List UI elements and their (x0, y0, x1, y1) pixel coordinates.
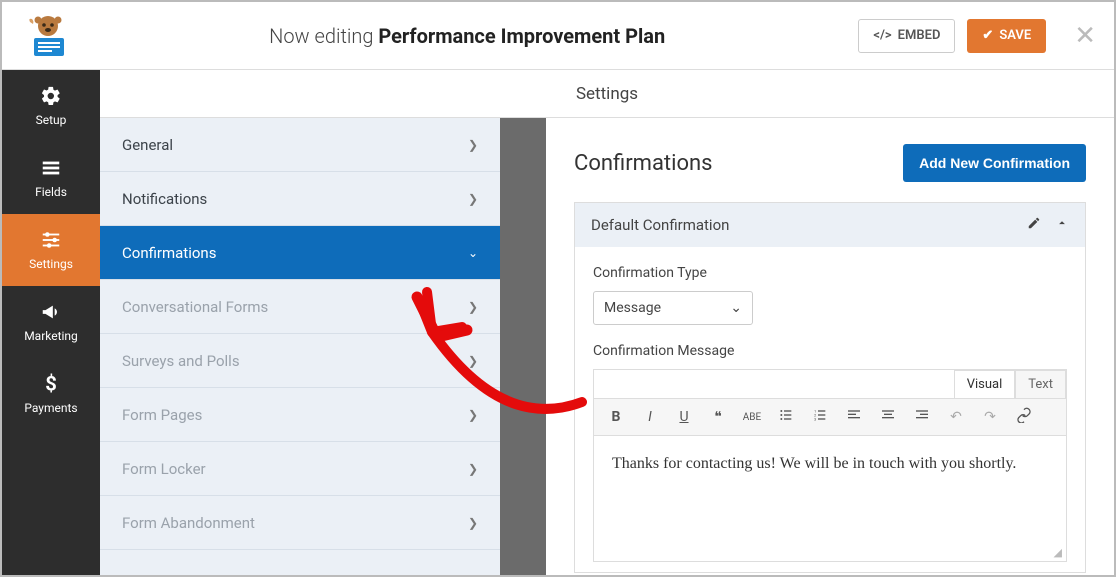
confirmation-name: Default Confirmation (591, 216, 729, 234)
list-icon (40, 157, 62, 179)
underline-icon[interactable]: U (674, 409, 694, 425)
close-button[interactable]: ✕ (1074, 21, 1096, 51)
nav-label: Marketing (24, 329, 78, 343)
gear-icon (40, 85, 62, 107)
settings-item-formlocker[interactable]: Form Locker ❯ (100, 442, 500, 496)
chevron-down-icon: ⌄ (730, 300, 742, 316)
editor-tab-text[interactable]: Text (1015, 370, 1066, 398)
settings-item-label: Form Locker (122, 460, 206, 478)
editing-title: Now editing Performance Improvement Plan (88, 24, 846, 48)
settings-item-formpages[interactable]: Form Pages ❯ (100, 388, 500, 442)
sliders-icon (40, 229, 62, 251)
megaphone-icon (40, 301, 62, 323)
undo-icon[interactable]: ↶ (946, 409, 966, 425)
italic-icon[interactable]: I (640, 409, 660, 425)
chevron-down-icon: ⌄ (468, 246, 478, 260)
settings-list: General ❯ Notifications ❯ Confirmations ⌄ C… (100, 118, 500, 575)
rich-text-editor: Visual Text B I U ❝ ABE (593, 369, 1067, 562)
save-label: SAVE (999, 28, 1031, 43)
nav-fields[interactable]: Fields (2, 142, 100, 214)
nav-label: Payments (24, 401, 77, 415)
confirmation-type-label: Confirmation Type (593, 265, 1067, 281)
settings-item-label: General (122, 136, 173, 154)
confirmation-item-header[interactable]: Default Confirmation (575, 203, 1085, 247)
settings-item-surveys[interactable]: Surveys and Polls ❯ (100, 334, 500, 388)
nav-label: Fields (35, 185, 67, 199)
close-icon: ✕ (1074, 21, 1096, 51)
align-right-icon[interactable] (912, 407, 932, 427)
resize-handle[interactable]: ◢ (594, 546, 1066, 561)
chevron-right-icon: ❯ (468, 462, 478, 476)
link-icon[interactable] (1014, 407, 1034, 427)
settings-item-label: Confirmations (122, 244, 216, 262)
pencil-icon[interactable] (1027, 216, 1041, 234)
nav-setup[interactable]: Setup (2, 70, 100, 142)
nav-settings[interactable]: Settings (2, 214, 100, 286)
redo-icon[interactable]: ↷ (980, 409, 1000, 425)
confirmations-panel: Confirmations Add New Confirmation Defau… (546, 118, 1114, 575)
embed-label: EMBED (898, 28, 941, 43)
chevron-right-icon: ❯ (468, 516, 478, 530)
align-center-icon[interactable] (878, 407, 898, 427)
confirmation-message-label: Confirmation Message (593, 343, 1067, 359)
form-name: Performance Improvement Plan (378, 24, 665, 48)
editor-tab-visual[interactable]: Visual (954, 370, 1016, 398)
settings-header: Settings (100, 70, 1114, 118)
nav-label: Setup (36, 113, 67, 127)
settings-item-label: Form Abandonment (122, 514, 255, 532)
chevron-right-icon: ❯ (468, 300, 478, 314)
align-left-icon[interactable] (844, 407, 864, 427)
svg-text:3: 3 (814, 416, 816, 421)
confirmation-type-select[interactable]: Message ⌄ (593, 291, 753, 325)
wpforms-logo (20, 11, 76, 61)
settings-item-label: Surveys and Polls (122, 352, 240, 370)
save-button[interactable]: ✔ SAVE (967, 19, 1046, 53)
settings-item-label: Conversational Forms (122, 298, 268, 316)
bullet-list-icon[interactable] (776, 407, 796, 427)
chevron-right-icon: ❯ (468, 192, 478, 206)
editor-content[interactable]: Thanks for contacting us! We will be in … (594, 436, 1066, 546)
bold-icon[interactable]: B (606, 409, 626, 425)
embed-button[interactable]: </> EMBED (858, 19, 955, 53)
strikethrough-icon[interactable]: ABE (742, 412, 762, 423)
select-value: Message (604, 300, 661, 316)
editing-prefix: Now editing (269, 24, 378, 48)
chevron-up-icon[interactable] (1055, 216, 1069, 234)
left-nav: Setup Fields Settings Marketing $ Paymen… (2, 70, 100, 575)
settings-item-conversational[interactable]: Conversational Forms ❯ (100, 280, 500, 334)
topbar: Now editing Performance Improvement Plan… (2, 2, 1114, 70)
blockquote-icon[interactable]: ❝ (708, 409, 728, 425)
confirmation-item: Default Confirmation Confirmation Type (574, 202, 1086, 573)
nav-label: Settings (29, 257, 73, 271)
settings-item-general[interactable]: General ❯ (100, 118, 500, 172)
settings-item-abandonment[interactable]: Form Abandonment ❯ (100, 496, 500, 550)
settings-item-confirmations[interactable]: Confirmations ⌄ (100, 226, 500, 280)
chevron-right-icon: ❯ (468, 138, 478, 152)
settings-item-label: Form Pages (122, 406, 202, 424)
chevron-right-icon: ❯ (468, 408, 478, 422)
nav-payments[interactable]: $ Payments (2, 358, 100, 430)
code-icon: </> (873, 28, 891, 43)
chevron-right-icon: ❯ (468, 354, 478, 368)
settings-item-notifications[interactable]: Notifications ❯ (100, 172, 500, 226)
nav-marketing[interactable]: Marketing (2, 286, 100, 358)
add-confirmation-button[interactable]: Add New Confirmation (903, 144, 1086, 182)
svg-text:$: $ (45, 373, 57, 395)
content-title: Confirmations (574, 151, 713, 176)
gutter (500, 118, 546, 575)
settings-item-label: Notifications (122, 190, 207, 208)
numbered-list-icon[interactable]: 123 (810, 407, 830, 427)
check-icon: ✔ (982, 28, 993, 43)
dollar-icon: $ (40, 373, 62, 395)
editor-toolbar: B I U ❝ ABE 123 (594, 398, 1066, 436)
